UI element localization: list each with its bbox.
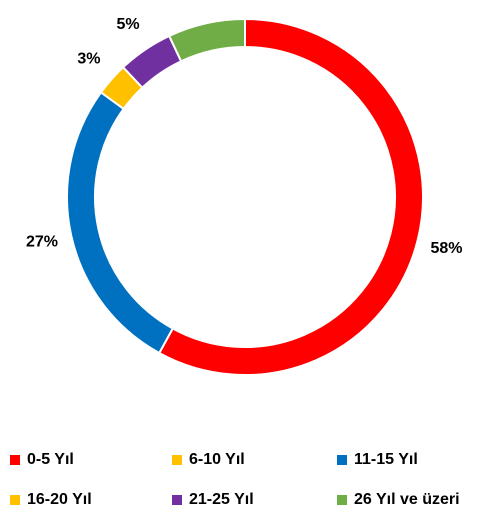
legend-swatch [337,495,347,505]
slice [157,17,424,376]
legend-label: 16-20 Yıl [27,491,92,508]
data-label: 7% [188,0,211,2]
legend-swatch [10,495,20,505]
slice [66,90,175,355]
legend-label: 26 Yıl ve üzeri [354,491,460,508]
legend-label: 6-10 Yıl [189,451,245,468]
slice [167,17,246,63]
legend-swatch [10,455,20,465]
legend-swatch [172,495,182,505]
legend-label: 11-15 Yıl [354,451,418,468]
legend-swatch [172,455,182,465]
data-label: 3% [77,51,100,68]
legend-label: 21-25 Yıl [189,491,254,508]
data-label: 5% [117,16,140,33]
legend-swatch [337,455,347,465]
data-label: 27% [26,234,58,251]
legend-label: 0-5 Yıl [27,451,74,468]
data-label: 58% [430,240,462,257]
